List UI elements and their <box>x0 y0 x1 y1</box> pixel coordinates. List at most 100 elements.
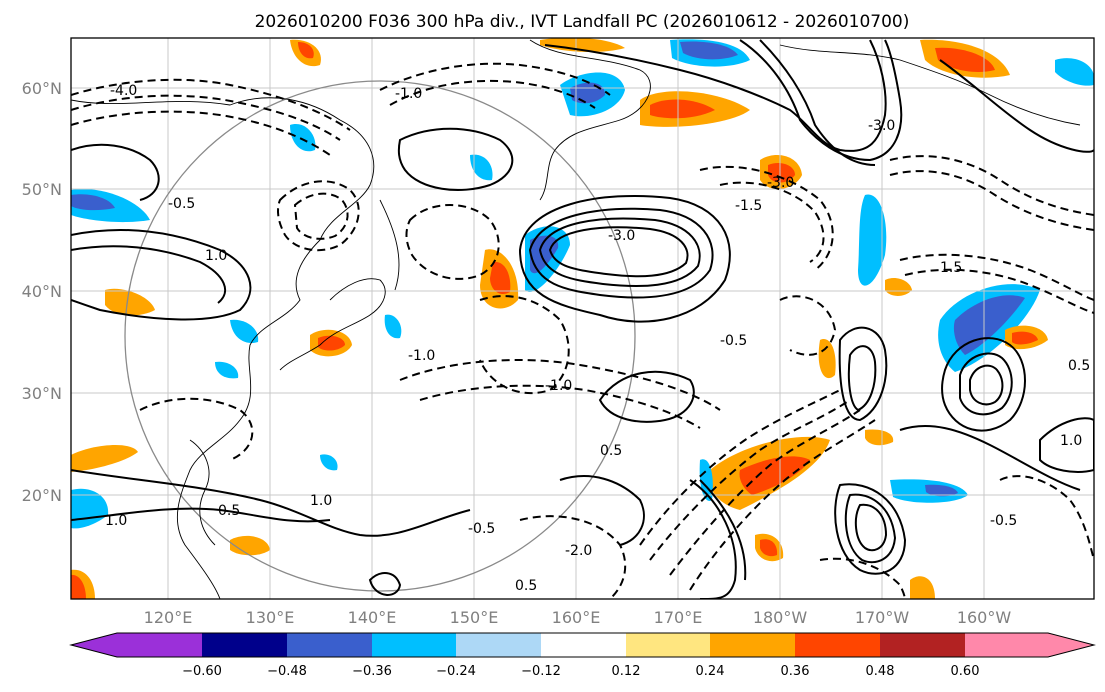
contour-label: 1.0 <box>205 248 227 264</box>
contour-line <box>379 62 611 96</box>
contour-line <box>276 180 360 252</box>
lat-tick-label: 40°N <box>22 282 62 301</box>
contour-line <box>293 192 349 240</box>
lat-tick-label: 30°N <box>22 384 62 403</box>
contour-label: -4.0 <box>110 83 137 99</box>
contour-line <box>939 59 1094 153</box>
shade-orange <box>105 288 155 316</box>
contour-label: -3.0 <box>608 228 635 244</box>
lon-axis: 120°E 130°E 140°E 150°E 160°E 170°E 180°… <box>144 608 1012 627</box>
shade-red <box>318 335 345 351</box>
lon-tick-label: 160°W <box>957 608 1012 627</box>
contour-line <box>689 419 876 591</box>
contour-line <box>639 389 841 546</box>
shade-red <box>935 47 995 72</box>
contour-label: -1.5 <box>735 198 762 214</box>
contour-label: 0.5 <box>600 443 622 459</box>
colorbar-bin <box>626 633 710 657</box>
contour-label: -3.0 <box>868 118 895 134</box>
lat-axis: 60°N 50°N 40°N 30°N 20°N <box>22 79 62 505</box>
colorbar-tick-label: 0.24 <box>696 664 725 679</box>
colorbar-bin <box>541 633 626 657</box>
map-title: 2026010200 F036 300 hPa div., IVT Landfa… <box>255 12 910 32</box>
contour-line <box>71 78 351 131</box>
shade-darkblue <box>953 295 1025 355</box>
map-background <box>71 38 1094 599</box>
contour-label: -1.0 <box>408 348 435 364</box>
contour-line <box>397 127 514 191</box>
colorbar-tick-label: 0.48 <box>866 664 895 679</box>
contour-line <box>759 39 876 166</box>
contour-labels: -3.0 -3.0 -1.5 -0.5 -0.5 -1.0 -0.5 1.0 1… <box>105 83 1090 594</box>
colorbar-extend-high <box>1048 633 1094 657</box>
lon-tick-label: 130°E <box>246 608 295 627</box>
contour-line <box>399 359 721 411</box>
shade-darkblue <box>680 41 738 60</box>
shade-blue <box>230 319 259 344</box>
contour-line <box>139 397 254 461</box>
shade-red <box>71 574 86 599</box>
shade-red <box>298 42 314 59</box>
lon-tick-label: 170°W <box>855 608 910 627</box>
contour-label: 1.0 <box>105 513 127 529</box>
contour-line <box>519 515 627 599</box>
contour-line <box>71 469 471 537</box>
contour-label: 1.0 <box>1060 433 1082 449</box>
shade-orange <box>910 576 935 599</box>
lat-tick-label: 20°N <box>22 486 62 505</box>
sakhalin-coast <box>379 199 400 291</box>
contour-label: 0.5 <box>1068 358 1090 374</box>
shade-blue <box>1055 58 1094 86</box>
map-panel: -3.0 -3.0 -1.5 -0.5 -0.5 -1.0 -0.5 1.0 1… <box>70 37 1095 600</box>
alaska-coast <box>779 44 1081 126</box>
contour-label: -0.5 <box>990 513 1017 529</box>
contour-line <box>538 217 701 288</box>
colorbar-bin <box>287 633 372 657</box>
contour-line <box>559 475 645 546</box>
shade-orange <box>230 535 270 556</box>
contour-line <box>405 204 500 280</box>
colorbar-outline <box>69 632 1096 658</box>
colorbar-bin <box>965 633 1048 657</box>
contour-label: 1.0 <box>310 493 332 509</box>
colorbar-tick-label: 0.60 <box>951 664 980 679</box>
contour-line <box>71 507 331 523</box>
contour-line <box>479 295 570 395</box>
contour-line <box>854 503 888 552</box>
coast-sea <box>189 439 216 546</box>
colorbar-bin <box>202 633 287 657</box>
shade-blue <box>470 154 493 181</box>
colorbar-bin <box>456 633 541 657</box>
shade-darkblue <box>530 235 559 274</box>
contour-line <box>999 475 1094 561</box>
lat-tick-label: 50°N <box>22 180 62 199</box>
shade-orange <box>865 429 894 446</box>
contours-positive <box>71 39 1094 599</box>
contour-line <box>899 253 1094 301</box>
shade-red <box>650 99 715 119</box>
contour-line <box>528 207 714 299</box>
shade-blue <box>858 194 887 286</box>
colorbar-bin <box>795 633 880 657</box>
contour-line <box>419 384 701 429</box>
colorbar: −0.60 −0.48 −0.36 −0.24 −0.12 0.12 0.24 … <box>69 632 1096 679</box>
lon-tick-label: 120°E <box>144 608 193 627</box>
contour-line <box>71 143 160 201</box>
colorbar-tick-label: 0.12 <box>612 664 641 679</box>
contour-line <box>847 345 877 412</box>
shade-darkblue <box>71 194 115 211</box>
japan-coast <box>279 278 386 371</box>
colorbar-tick-label: −0.48 <box>267 664 307 679</box>
shade-blue <box>215 361 239 379</box>
contour-line <box>368 572 402 596</box>
contour-line <box>889 170 1094 231</box>
contour-line <box>71 229 252 321</box>
shade-orange <box>540 38 625 52</box>
contour-line <box>959 352 1013 416</box>
contour-label: -3.0 <box>767 175 794 191</box>
colorbar-bin <box>710 633 795 657</box>
lon-tick-label: 160°E <box>552 608 601 627</box>
contour-line <box>779 295 837 356</box>
contour-line <box>598 370 695 423</box>
contours-negative <box>71 62 1094 599</box>
